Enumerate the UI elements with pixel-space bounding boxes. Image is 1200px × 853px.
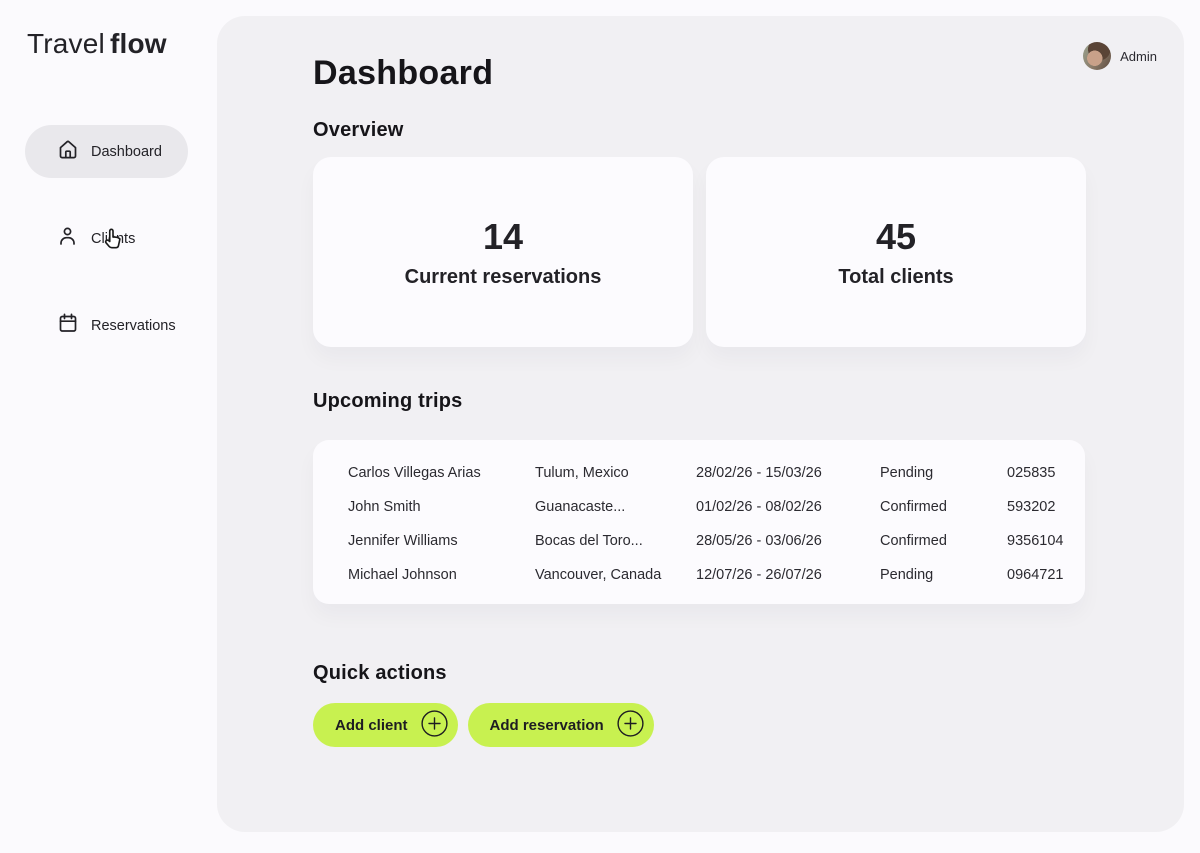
quick-actions: Add client Add reservation (313, 703, 654, 747)
plus-circle-icon (617, 709, 644, 741)
upcoming-trips-table: Carlos Villegas Arias Tulum, Mexico 28/0… (313, 440, 1085, 604)
trip-code-cell: 593202 (1007, 499, 1056, 515)
add-client-label: Add client (335, 716, 408, 734)
sidebar-item-clients[interactable]: Clients (25, 212, 188, 265)
sidebar-item-label: Dashboard (91, 143, 162, 160)
trip-status-cell: Confirmed (880, 499, 947, 515)
trip-dates-cell: 28/02/26 - 15/03/26 (696, 465, 822, 481)
trip-code-cell: 9356104 (1007, 533, 1064, 549)
trip-status-cell: Confirmed (880, 533, 947, 549)
trip-destination-cell: Bocas del Toro... (535, 533, 643, 549)
sidebar-item-label: Reservations (91, 317, 176, 334)
trip-destination-cell: Guanacaste... (535, 499, 626, 515)
avatar (1083, 42, 1112, 70)
overview-heading: Overview (313, 119, 404, 141)
trip-code-cell: 0964721 (1007, 567, 1064, 583)
trip-client-cell: Michael Johnson (348, 567, 457, 583)
table-row: Carlos Villegas Arias Tulum, Mexico 28/0… (313, 456, 1085, 490)
add-reservation-button[interactable]: Add reservation (467, 703, 654, 747)
user-name-label: Admin (1120, 48, 1157, 64)
stat-card-clients: 45 Total clients (706, 157, 1086, 347)
page-title: Dashboard (313, 54, 494, 92)
trip-destination-cell: Vancouver, Canada (535, 567, 662, 583)
trip-status-cell: Pending (880, 465, 934, 481)
trip-status-cell: Pending (880, 567, 934, 583)
quick-actions-heading: Quick actions (313, 662, 447, 684)
trip-dates-cell: 01/02/26 - 08/02/26 (696, 499, 822, 515)
stat-value: 14 (482, 215, 524, 257)
plus-circle-icon (420, 709, 448, 741)
sidebar: Travel flow Dashboard Clients Reservation… (0, 0, 217, 853)
trip-client-cell: Jennifer Williams (348, 533, 458, 549)
sidebar-item-dashboard[interactable]: Dashboard (25, 125, 188, 178)
sidebar-item-label: Clients (91, 230, 136, 247)
user-icon (56, 224, 80, 253)
trip-destination-cell: Tulum, Mexico (535, 465, 629, 481)
trip-code-cell: 025835 (1007, 465, 1056, 481)
brand-logo-travel: Travel (27, 28, 105, 59)
trip-dates-cell: 12/07/26 - 26/07/26 (696, 567, 822, 583)
user-menu[interactable]: Admin (1083, 42, 1157, 70)
overview-cards: 14 Current reservations 45 Total clients (313, 157, 1086, 347)
trip-client-cell: Carlos Villegas Arias (348, 465, 481, 481)
table-row: John Smith Guanacaste... 01/02/26 - 08/0… (313, 490, 1085, 524)
home-icon (56, 137, 80, 166)
table-row: Jennifer Williams Bocas del Toro... 28/0… (313, 524, 1085, 558)
brand-logo: Travel flow (27, 28, 167, 60)
trip-dates-cell: 28/05/26 - 03/06/26 (696, 533, 822, 549)
sidebar-item-reservations[interactable]: Reservations (25, 299, 188, 352)
brand-logo-flow: flow (109, 28, 167, 59)
trip-client-cell: John Smith (348, 499, 421, 515)
stat-value: 45 (875, 215, 917, 257)
add-client-button[interactable]: Add client (313, 703, 458, 747)
add-reservation-label: Add reservation (489, 716, 604, 734)
stat-card-reservations: 14 Current reservations (313, 157, 693, 347)
calendar-icon (56, 311, 80, 340)
main-panel: Admin Dashboard Overview 14 Current rese… (217, 16, 1184, 832)
stat-label: Current reservations (404, 265, 602, 288)
stat-label: Total clients (838, 265, 954, 288)
table-row: Michael Johnson Vancouver, Canada 12/07/… (313, 558, 1085, 592)
upcoming-trips-heading: Upcoming trips (313, 390, 463, 412)
